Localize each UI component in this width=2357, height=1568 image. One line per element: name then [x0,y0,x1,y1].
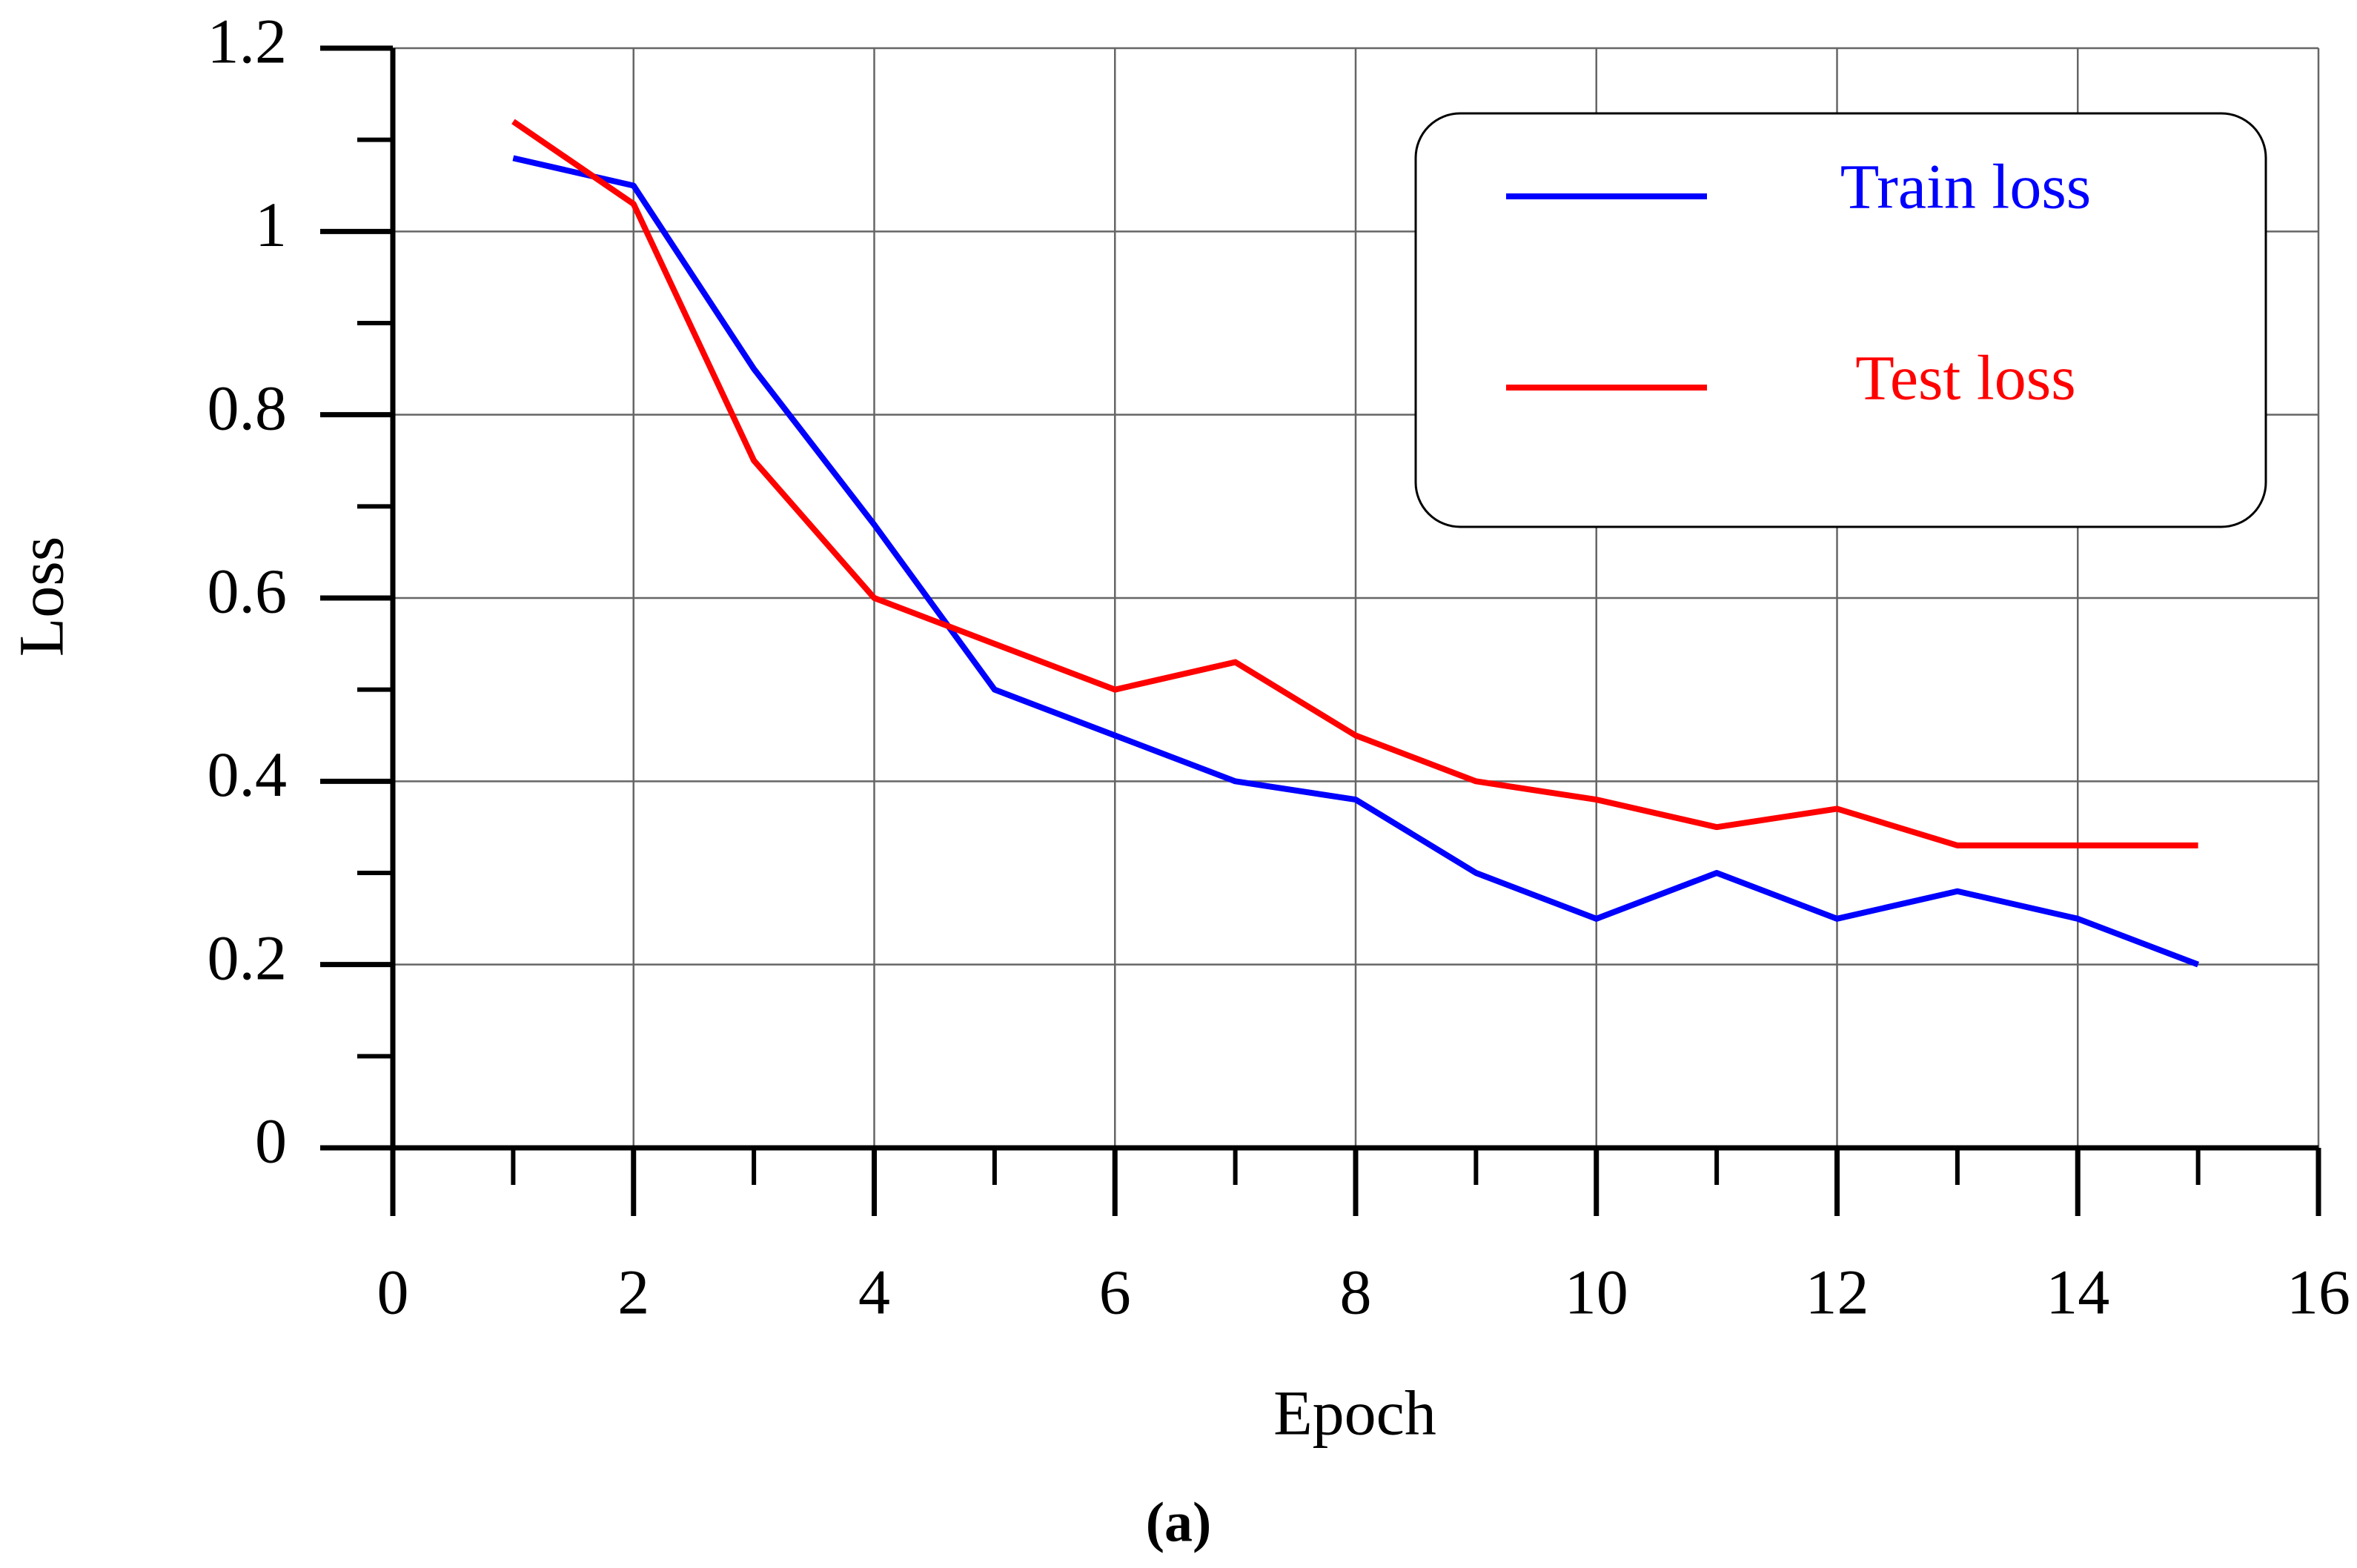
x-axis-label: Epoch [1273,1378,1436,1449]
x-tick-label: 2 [617,1257,649,1328]
y-tick-label: 0 [255,1106,287,1177]
line-series [511,119,2198,848]
y-tick-label: 0.6 [208,556,288,627]
y-tick-label: 0.8 [208,372,288,443]
legend-label: Test loss [1855,342,2075,413]
legend-label: Train loss [1840,151,2092,222]
x-tick-label: 12 [1806,1257,1869,1328]
y-tick-label: 0.2 [208,922,288,993]
x-tick-label: 0 [377,1257,409,1328]
legend-box [1414,112,2267,528]
legend: Train loss Test loss [1414,112,2267,528]
caption: (a) [1146,1491,1212,1553]
x-tick-label: 14 [2046,1257,2109,1328]
y-tick-label: 0.4 [208,739,288,810]
x-tick-label: 6 [1099,1257,1131,1328]
line-series [512,155,2200,968]
x-tick-label: 8 [1340,1257,1372,1328]
y-axis-label: Loss [6,536,77,657]
x-tick-label: 4 [858,1257,890,1328]
x-tick-label: 16 [2287,1257,2350,1328]
y-tick-label: 1.2 [208,6,288,77]
x-tick-label: 10 [1565,1257,1628,1328]
y-tick-label: 1 [255,189,287,260]
